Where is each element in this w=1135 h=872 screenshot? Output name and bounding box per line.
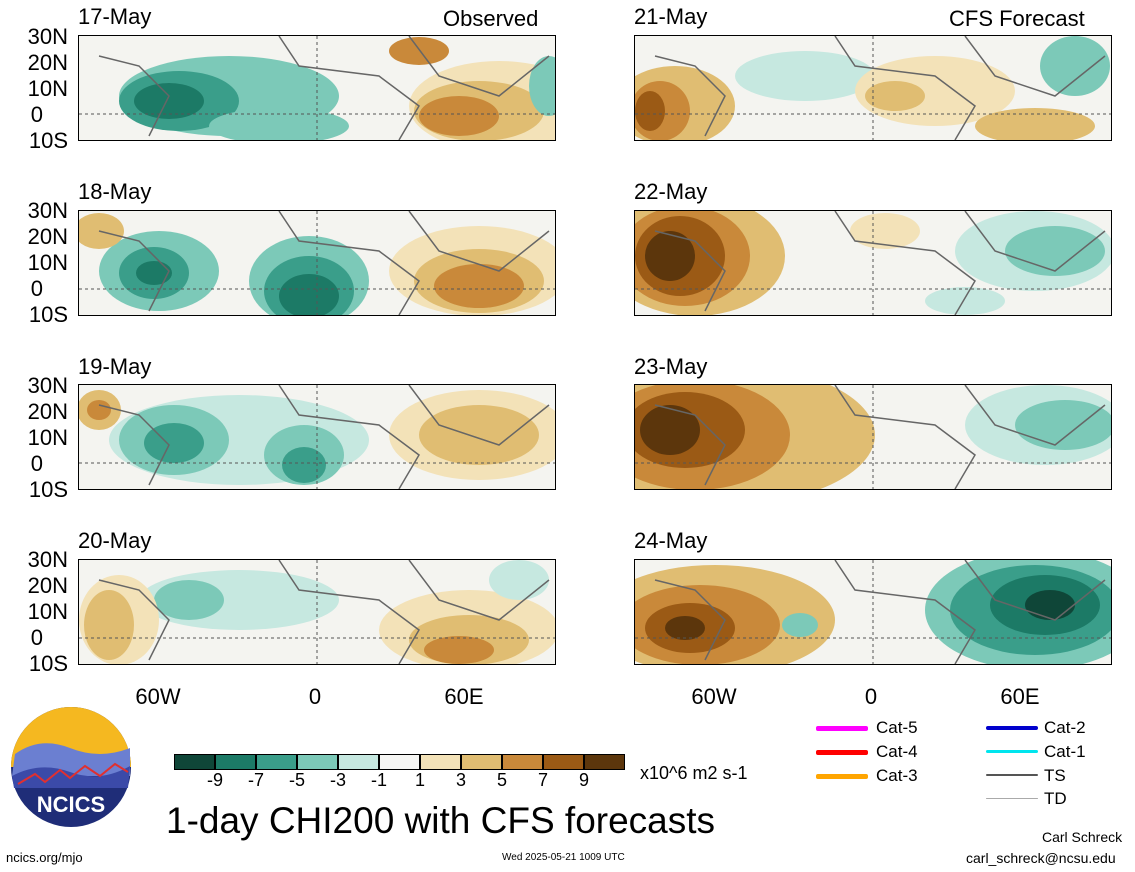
lat-label: 0: [30, 451, 43, 476]
legend-line-cat4: [816, 750, 868, 755]
colorbar-tick: 5: [496, 770, 507, 790]
lat-label: 30N: [27, 198, 68, 223]
lat-label: 20N: [27, 573, 68, 598]
lon-label-left-60w: 60W: [135, 684, 181, 709]
colorbar-tick: -5: [288, 770, 305, 790]
lat-label: 30N: [27, 373, 68, 398]
colorbar-tick: 7: [537, 770, 548, 790]
observed-label: Observed: [443, 6, 539, 31]
panel-date-left-4: 20-May: [78, 528, 152, 553]
lon-label-left-60e: 60E: [444, 684, 484, 709]
panel-date-right-1: 21-May: [634, 4, 708, 29]
map-panel-observed-2: [78, 210, 556, 316]
legend-line-cat2: [986, 726, 1038, 730]
legend-label-cat1: Cat-1: [1044, 742, 1086, 761]
lat-label: 20N: [27, 399, 68, 424]
legend-label-cat5: Cat-5: [876, 718, 918, 737]
colorbar-swatch: [379, 754, 420, 770]
colorbar-tick: 9: [578, 770, 589, 790]
legend-line-td: [986, 798, 1038, 799]
legend-label-td: TD: [1044, 789, 1067, 808]
map-panel-forecast-4: [634, 559, 1112, 665]
main-title: 1-day CHI200 with CFS forecasts: [166, 800, 716, 841]
lon-label-left-0: 0: [308, 684, 322, 709]
colorbar-swatch: [297, 754, 338, 770]
lat-label: 30N: [27, 547, 68, 572]
colorbar-swatch: [461, 754, 502, 770]
cfs-forecast-label: CFS Forecast: [949, 6, 1085, 31]
lat-label: 10N: [27, 425, 68, 450]
legend-line-ts: [986, 774, 1038, 776]
lat-label: 10S: [28, 302, 68, 327]
lat-label: 10S: [28, 128, 68, 153]
lat-label: 30N: [27, 24, 68, 49]
map-panel-observed-1: [78, 35, 556, 141]
footer-timestamp: Wed 2025-05-21 1009 UTC: [502, 852, 625, 863]
legend-line-cat3: [816, 774, 868, 779]
legend-label-cat3: Cat-3: [876, 766, 918, 785]
ncics-logo: NCICS: [10, 706, 132, 828]
colorbar-swatch: [338, 754, 379, 770]
lat-label: 10S: [28, 651, 68, 676]
lat-label: 20N: [27, 224, 68, 249]
colorbar-tick: -3: [329, 770, 346, 790]
lat-label: 10N: [27, 599, 68, 624]
panel-date-left-3: 19-May: [78, 354, 152, 379]
legend-label-cat2: Cat-2: [1044, 718, 1086, 737]
lon-label-right-60e: 60E: [1000, 684, 1040, 709]
colorbar-swatch: [502, 754, 543, 770]
lat-label: 20N: [27, 50, 68, 75]
legend-label-cat4: Cat-4: [876, 742, 918, 761]
panel-date-left-2: 18-May: [78, 179, 152, 204]
map-panel-observed-3: [78, 384, 556, 490]
colorbar-swatch: [256, 754, 297, 770]
map-panel-observed-4: [78, 559, 556, 665]
lat-label: 10S: [28, 477, 68, 502]
colorbar-tick: -1: [370, 770, 387, 790]
lon-label-right-0: 0: [864, 684, 878, 709]
colorbar-swatch: [215, 754, 256, 770]
colorbar-swatch: [420, 754, 461, 770]
legend-label-ts: TS: [1044, 766, 1066, 785]
legend-line-cat1: [986, 750, 1038, 753]
footer-url: ncics.org/mjo: [6, 850, 83, 865]
legend-line-cat5: [816, 726, 868, 731]
colorbar-units: x10^6 m2 s-1: [640, 763, 748, 783]
colorbar-swatch: [584, 754, 625, 770]
lat-label: 0: [30, 102, 43, 127]
lon-label-right-60w: 60W: [691, 684, 737, 709]
colorbar-tick: -7: [247, 770, 264, 790]
map-panel-forecast-3: [634, 384, 1112, 490]
colorbar-swatch: [543, 754, 584, 770]
footer-email: carl_schreck@ncsu.edu: [966, 850, 1116, 866]
lat-label: 10N: [27, 76, 68, 101]
lat-label: 0: [30, 625, 43, 650]
panel-date-right-3: 23-May: [634, 354, 708, 379]
logo-text: NCICS: [36, 792, 106, 817]
panel-date-right-2: 22-May: [634, 179, 708, 204]
footer-author: Carl Schreck: [1042, 829, 1123, 845]
lat-label: 10N: [27, 250, 68, 275]
panel-date-right-4: 24-May: [634, 528, 708, 553]
colorbar-tick: -9: [206, 770, 223, 790]
map-panel-forecast-2: [634, 210, 1112, 316]
colorbar-tick: 3: [455, 770, 466, 790]
panel-date-left-1: 17-May: [78, 4, 152, 29]
lat-label: 0: [30, 276, 43, 301]
map-panel-forecast-1: [634, 35, 1112, 141]
colorbar-tick: 1: [414, 770, 425, 790]
colorbar-swatch: [174, 754, 215, 770]
